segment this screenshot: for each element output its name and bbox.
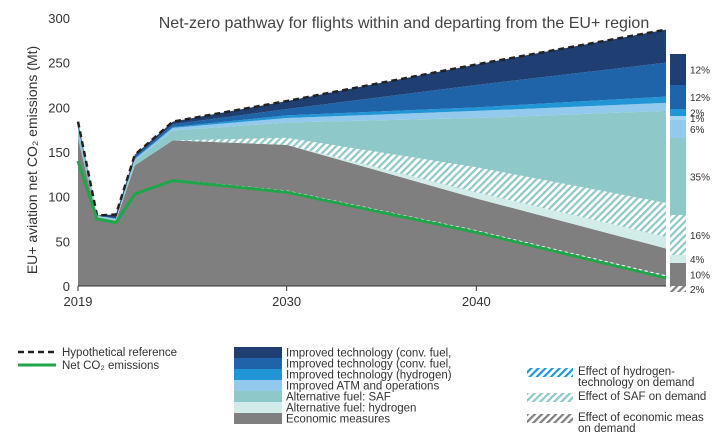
y-tick-label: 150: [48, 145, 70, 160]
legend-hatch-swatch: [527, 368, 573, 377]
share-segment: [670, 120, 686, 138]
axes: 0 50 100 150 200 250 300 2019 2030 2040: [48, 11, 666, 309]
legend-label-reference: Hypothetical reference: [62, 347, 177, 359]
legend-label: Effect of economic meas: [578, 412, 704, 424]
legend-label: Improved technology (conv. fuel,: [286, 348, 451, 360]
share-label: 35%: [690, 173, 710, 184]
legend-label: Effect of hydrogen-: [578, 366, 675, 378]
legend-swatch: [234, 369, 282, 380]
y-tick-label: 0: [63, 279, 70, 294]
legend-swatch: [234, 380, 282, 391]
legend-label: Improved ATM and operations: [286, 381, 439, 393]
legend-swatch: [234, 391, 282, 402]
share-label: 10%: [690, 271, 710, 282]
legend-swatch: [234, 413, 282, 424]
legend-label: Improved technology (conv. fuel,: [286, 359, 451, 371]
legend-label: Improved technology (hydrogen): [286, 370, 452, 382]
share-segment: [670, 116, 686, 120]
legend-hatch-swatch: [527, 393, 573, 402]
share-label: 4%: [690, 255, 705, 266]
share-label: 16%: [690, 231, 710, 242]
legend-label: Alternative fuel: SAF: [286, 392, 391, 404]
y-tick-label: 50: [56, 234, 70, 249]
share-segment: [670, 54, 686, 85]
y-tick-label: 100: [48, 190, 70, 205]
legend-label: on demand: [578, 423, 636, 435]
legend-label: Effect of SAF on demand: [578, 391, 706, 403]
legend-swatch: [234, 402, 282, 413]
share-label: 2%: [690, 109, 705, 120]
hatch-saf: [78, 137, 666, 237]
y-tick-label: 250: [48, 56, 70, 71]
legend-label-net: Net CO₂ emissions: [62, 360, 159, 372]
x-tick-label: 2030: [272, 294, 301, 309]
legend-label: technology on demand: [578, 377, 694, 389]
net-emissions-line: [76, 160, 667, 280]
demand-effect-hatches: [78, 137, 666, 278]
share-segment: [670, 109, 686, 116]
legend-swatch: [234, 358, 282, 369]
chart-title: Net-zero pathway for flights within and …: [159, 15, 649, 32]
area-1: [78, 138, 666, 278]
area-6: [78, 62, 666, 219]
reference-line: [76, 28, 667, 217]
legend-hatch-swatch: [527, 414, 573, 423]
y-tick-label: 200: [48, 100, 70, 115]
share-segment: [670, 138, 686, 215]
x-tick-label: 2019: [64, 294, 93, 309]
legend-label: Alternative fuel: hydrogen: [286, 403, 416, 415]
y-tick-label: 300: [48, 11, 70, 26]
share-segment: [670, 286, 686, 292]
share-label: 2%: [690, 285, 705, 296]
x-tick-label: 2040: [462, 294, 491, 309]
right-share-bar: 12%12%2%1%6%35%16%4%10%2%: [670, 54, 710, 296]
share-label: 12%: [690, 66, 710, 77]
share-segment: [670, 85, 686, 109]
legend-swatch: [234, 347, 282, 358]
share-segment: [670, 215, 686, 255]
area-0: [78, 160, 666, 286]
legend-label: Economic measures: [286, 414, 390, 426]
area-7: [78, 29, 666, 219]
share-label: 6%: [690, 125, 705, 136]
share-segment: [670, 255, 686, 263]
share-label: 12%: [690, 93, 710, 104]
y-axis-label: EU+ aviation net CO₂ emissions (Mt): [24, 46, 40, 274]
share-label: 1%: [690, 114, 705, 125]
series-lines: [76, 28, 667, 280]
share-segment: [670, 263, 686, 286]
